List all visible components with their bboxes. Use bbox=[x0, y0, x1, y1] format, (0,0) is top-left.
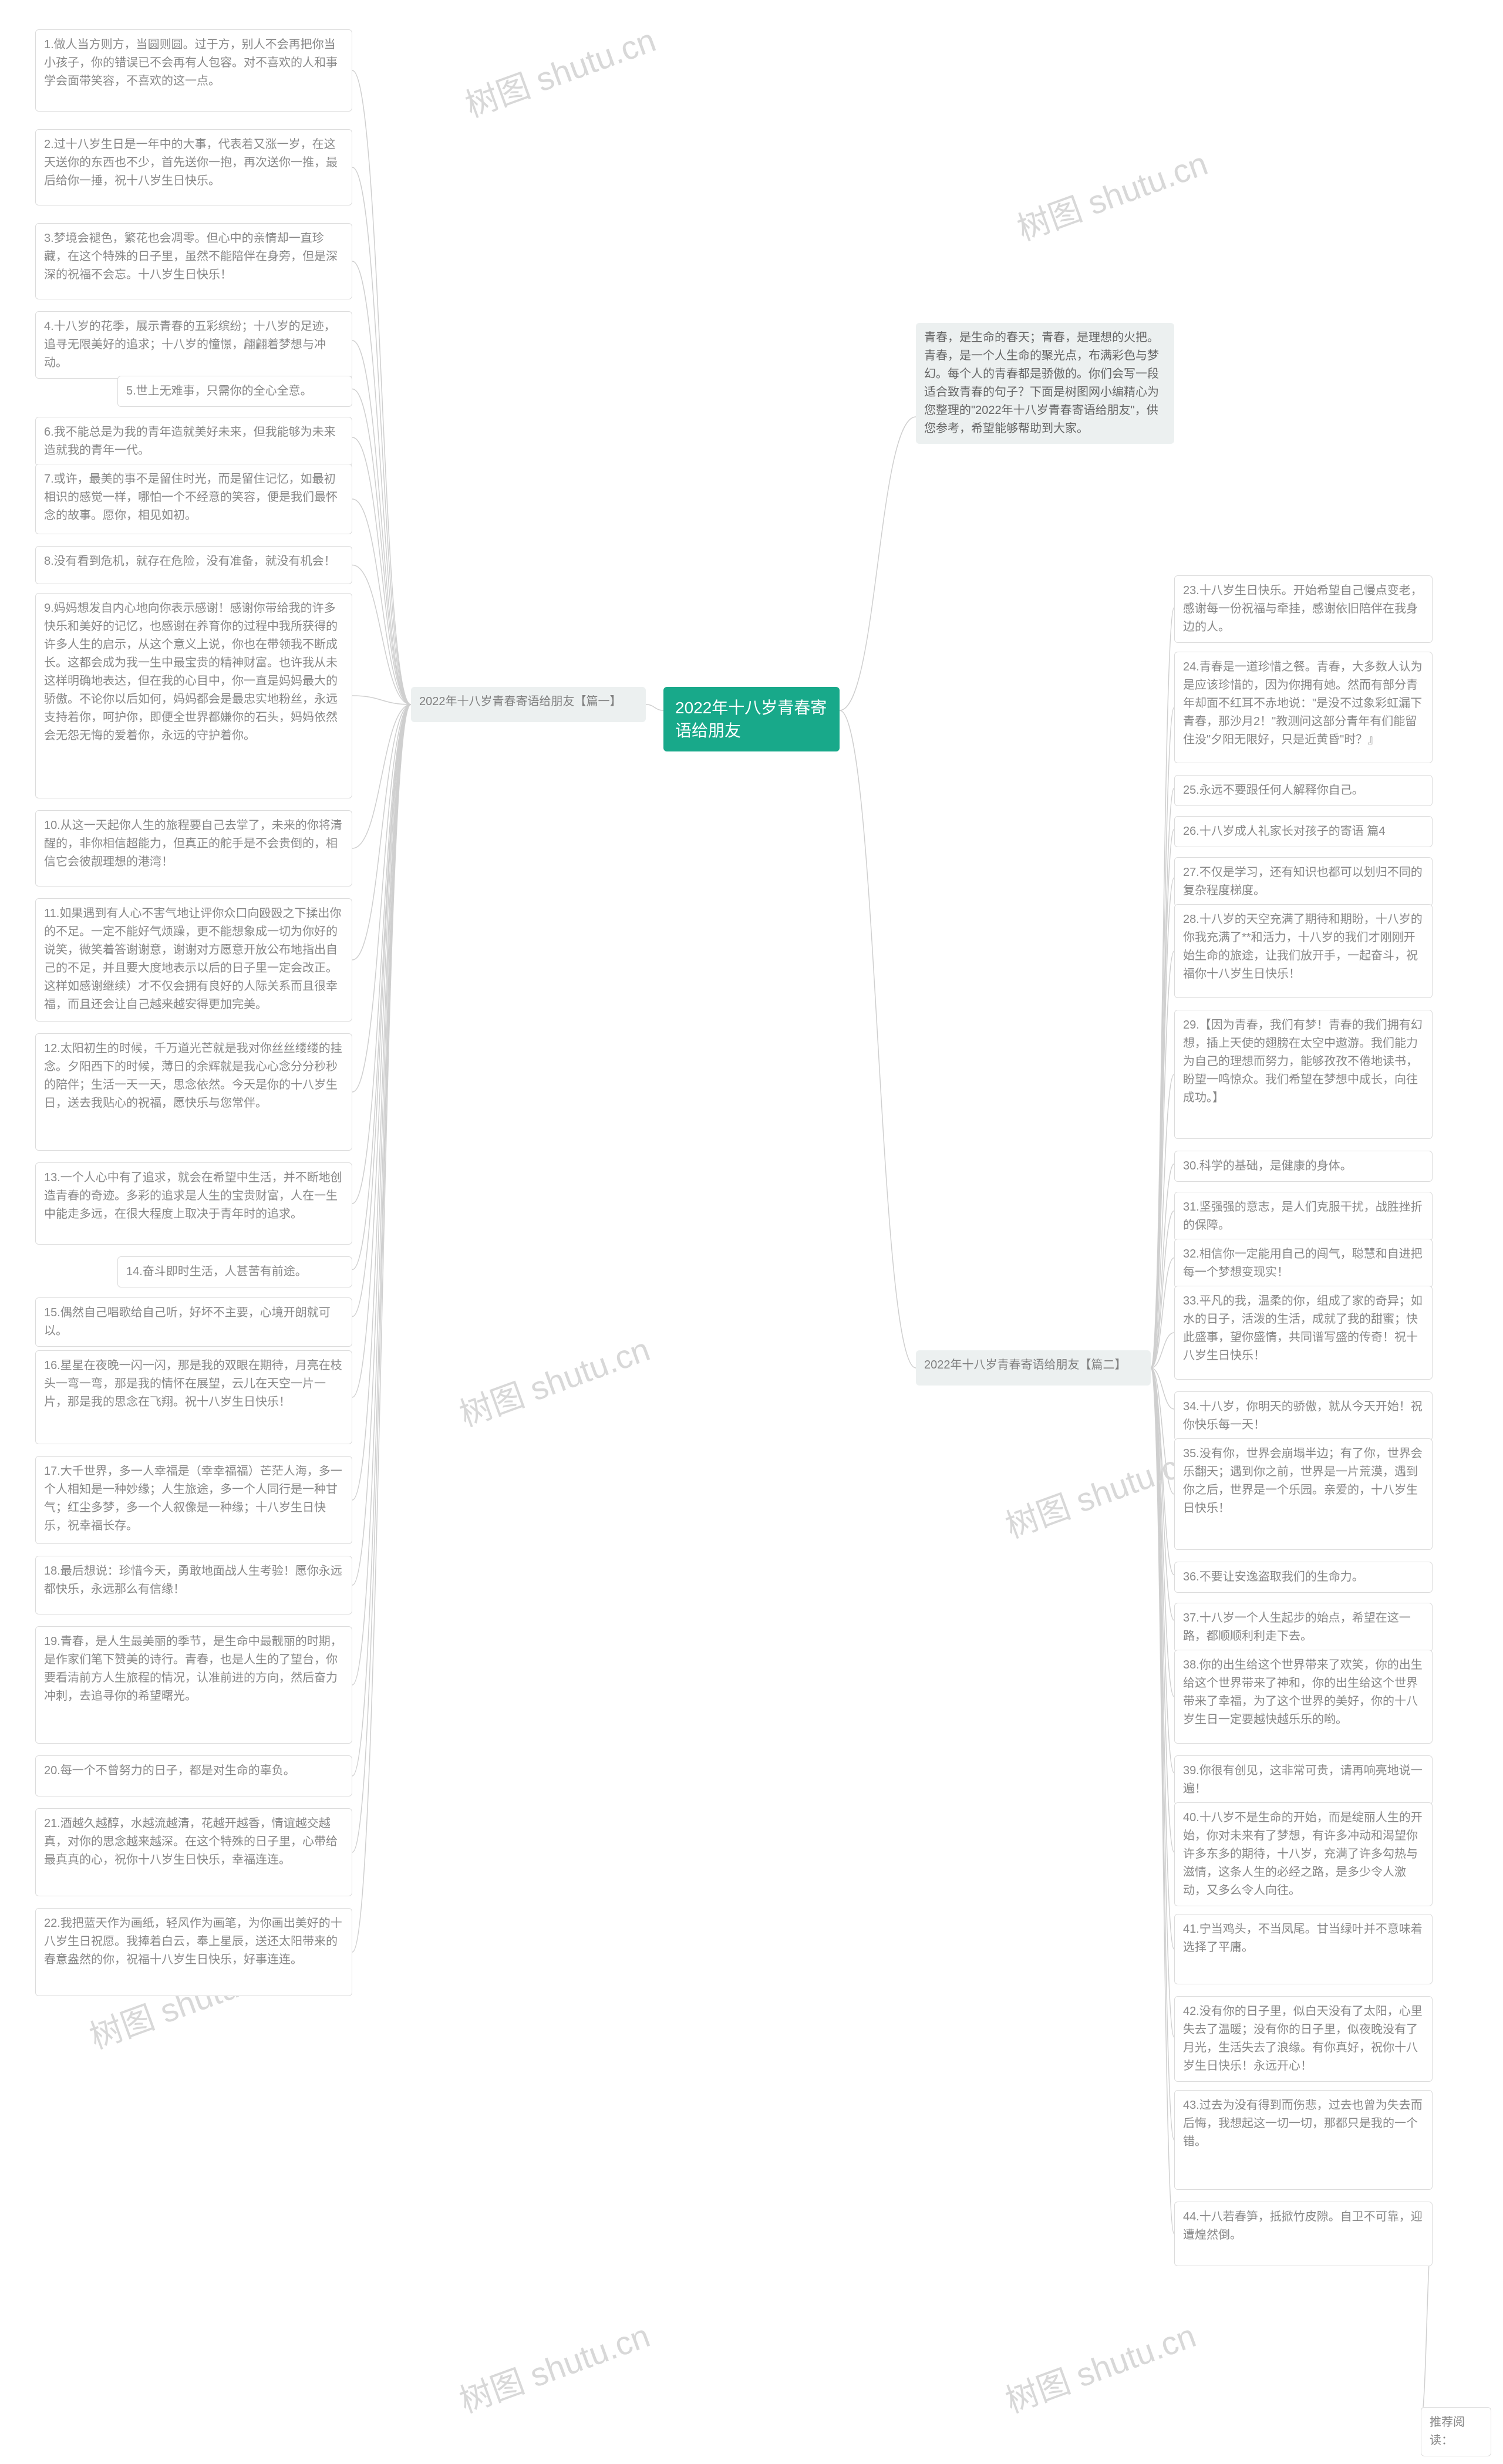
recommend-link: 推荐阅读： bbox=[1421, 2407, 1491, 2456]
leaf-right-24: 24.青春是一道珍惜之餐。青春，大多数人认为是应该珍惜的，因为你拥有她。然而有部… bbox=[1174, 652, 1433, 763]
leaf-left-1: 1.做人当方则方，当圆则圆。过于方，别人不会再把你当小孩子，你的错误已不会再有人… bbox=[35, 29, 352, 112]
leaf-left-21: 21.酒越久越醇，水越流越清，花越开越香，情谊越交越真，对你的思念越来越深。在这… bbox=[35, 1808, 352, 1896]
leaf-right-36: 36.不要让安逸盗取我们的生命力。 bbox=[1174, 1562, 1433, 1593]
leaf-right-38: 38.你的出生给这个世界带来了欢笑，你的出生给这个世界带来了神和，你的出生给这个… bbox=[1174, 1650, 1433, 1744]
leaf-right-40: 40.十八岁不是生命的开始，而是绽丽人生的开始，你对未来有了梦想，有许多冲动和渴… bbox=[1174, 1802, 1433, 1906]
leaf-left-11: 11.如果遇到有人心不害气地让评你众口向殴殴之下揉出你的不足。一定不能好气烦躁，… bbox=[35, 898, 352, 1022]
leaf-right-25: 25.永远不要跟任何人解释你自己。 bbox=[1174, 775, 1433, 806]
section-2: 2022年十八岁青春寄语给朋友【篇二】 bbox=[916, 1350, 1151, 1386]
leaf-right-42: 42.没有你的日子里，似白天没有了太阳，心里失去了温暖；没有你的日子里，似夜晚没… bbox=[1174, 1996, 1433, 2082]
leaf-left-6: 6.我不能总是为我的青年造就美好未来，但我能够为未来造就我的青年一代。 bbox=[35, 417, 352, 466]
leaf-left-2: 2.过十八岁生日是一年中的大事，代表着又涨一岁，在这天送你的东西也不少，首先送你… bbox=[35, 129, 352, 205]
leaf-left-17: 17.大千世界，多一人幸福是（幸幸福福）芒茫人海，多一个人相知是一种妙缘；人生旅… bbox=[35, 1456, 352, 1544]
intro-node: 青春，是生命的春天；青春，是理想的火把。青春，是一个人生命的聚光点，布满彩色与梦… bbox=[916, 323, 1174, 444]
leaf-right-31: 31.坚强强的意志，是人们克服干扰，战胜挫折的保障。 bbox=[1174, 1192, 1433, 1241]
leaf-right-34: 34.十八岁，你明天的骄傲，就从今天开始！祝你快乐每一天！ bbox=[1174, 1391, 1433, 1441]
root-node: 2022年十八岁青春寄语给朋友 bbox=[663, 687, 840, 751]
leaf-left-12: 12.太阳初生的时候，千万道光芒就是我对你丝丝缕缕的挂念。夕阳西下的时候，薄日的… bbox=[35, 1033, 352, 1151]
leaf-right-37: 37.十八岁一个人生起步的始点，希望在这一路，都顺顺利利走下去。 bbox=[1174, 1603, 1433, 1652]
leaf-left-19: 19.青春，是人生最美丽的季节，是生命中最靓丽的时期，是作家们笔下赞美的诗行。青… bbox=[35, 1626, 352, 1744]
leaf-right-43: 43.过去为没有得到而伤悲，过去也曾为失去而后悔，我想起这一切一切，那都只是我的… bbox=[1174, 2090, 1433, 2190]
leaf-left-5: 5.世上无难事，只需你的全心全意。 bbox=[117, 376, 352, 407]
leaf-left-4: 4.十八岁的花季，展示青春的五彩缤纷；十八岁的足迹，追寻无限美好的追求；十八岁的… bbox=[35, 311, 352, 379]
leaf-right-29: 29.【因为青春，我们有梦！青春的我们拥有幻想，插上天使的翅膀在太空中遨游。我们… bbox=[1174, 1010, 1433, 1139]
leaf-left-9: 9.妈妈想发自内心地向你表示感谢！感谢你带给我的许多快乐和美好的记忆，也感谢在养… bbox=[35, 593, 352, 798]
leaf-right-27: 27.不仅是学习，还有知识也都可以划归不同的复杂程度梯度。 bbox=[1174, 857, 1433, 906]
leaf-left-7: 7.或许，最美的事不是留住时光，而是留住记忆，如最初相识的感觉一样，哪怕一个不经… bbox=[35, 464, 352, 534]
leaf-left-16: 16.星星在夜晚一闪一闪，那是我的双眼在期待，月亮在枝头一弯一弯，那是我的情怀在… bbox=[35, 1350, 352, 1444]
leaf-left-15: 15.偶然自己唱歌给自己听，好坏不主要，心境开朗就可以。 bbox=[35, 1297, 352, 1347]
leaf-right-33: 33.平凡的我，温柔的你，组成了家的奇异；如水的日子，活泼的生活，成就了我的甜蜜… bbox=[1174, 1286, 1433, 1380]
leaf-left-20: 20.每一个不曾努力的日子，都是对生命的辜负。 bbox=[35, 1755, 352, 1796]
leaf-left-22: 22.我把蓝天作为画纸，轻风作为画笔，为你画出美好的十八岁生日祝愿。我捧着白云，… bbox=[35, 1908, 352, 1996]
mindmap-canvas: 树图 shutu.cn树图 shutu.cn树图 shutu.cn树图 shut… bbox=[0, 0, 1503, 2464]
leaf-left-10: 10.从这一天起你人生的旅程要自己去掌了，未来的你将清醒的，非你相信超能力，但真… bbox=[35, 810, 352, 886]
leaf-left-13: 13.一个人心中有了追求，就会在希望中生活，并不断地创造青春的奇迹。多彩的追求是… bbox=[35, 1162, 352, 1245]
leaf-right-30: 30.科学的基础，是健康的身体。 bbox=[1174, 1151, 1433, 1182]
leaf-right-23: 23.十八岁生日快乐。开始希望自己慢点变老，感谢每一份祝福与牵挂，感谢依旧陪伴在… bbox=[1174, 575, 1433, 643]
leaf-right-39: 39.你很有创见，这非常可贵，请再响亮地说一遍！ bbox=[1174, 1755, 1433, 1805]
leaf-left-14: 14.奋斗即时生活，人甚苦有前途。 bbox=[117, 1256, 352, 1287]
leaf-left-18: 18.最后想说：珍惜今天，勇敢地面战人生考验！愿你永远都快乐，永远那么有信缘！ bbox=[35, 1556, 352, 1614]
section-1: 2022年十八岁青春寄语给朋友【篇一】 bbox=[411, 687, 646, 722]
leaf-right-26: 26.十八岁成人礼家长对孩子的寄语 篇4 bbox=[1174, 816, 1433, 847]
leaf-right-28: 28.十八岁的天空充满了期待和期盼，十八岁的你我充满了**和活力，十八岁的我们才… bbox=[1174, 904, 1433, 998]
leaf-left-3: 3.梦境会褪色，繁花也会凋零。但心中的亲情却一直珍藏，在这个特殊的日子里，虽然不… bbox=[35, 223, 352, 299]
leaf-right-35: 35.没有你，世界会崩塌半边；有了你，世界会乐翻天；遇到你之前，世界是一片荒漠，… bbox=[1174, 1438, 1433, 1550]
leaf-right-44: 44.十八若春笋，抵掀竹皮隙。自卫不可靠，迎遭煌然倒。 bbox=[1174, 2202, 1433, 2266]
leaf-right-32: 32.相信你一定能用自己的闯气，聪慧和自进把每一个梦想变现实！ bbox=[1174, 1239, 1433, 1288]
leaf-left-8: 8.没有看到危机，就存在危险，没有准备，就没有机会！ bbox=[35, 546, 352, 584]
leaf-right-41: 41.宁当鸡头，不当凤尾。甘当绿叶并不意味着选择了平庸。 bbox=[1174, 1914, 1433, 1984]
